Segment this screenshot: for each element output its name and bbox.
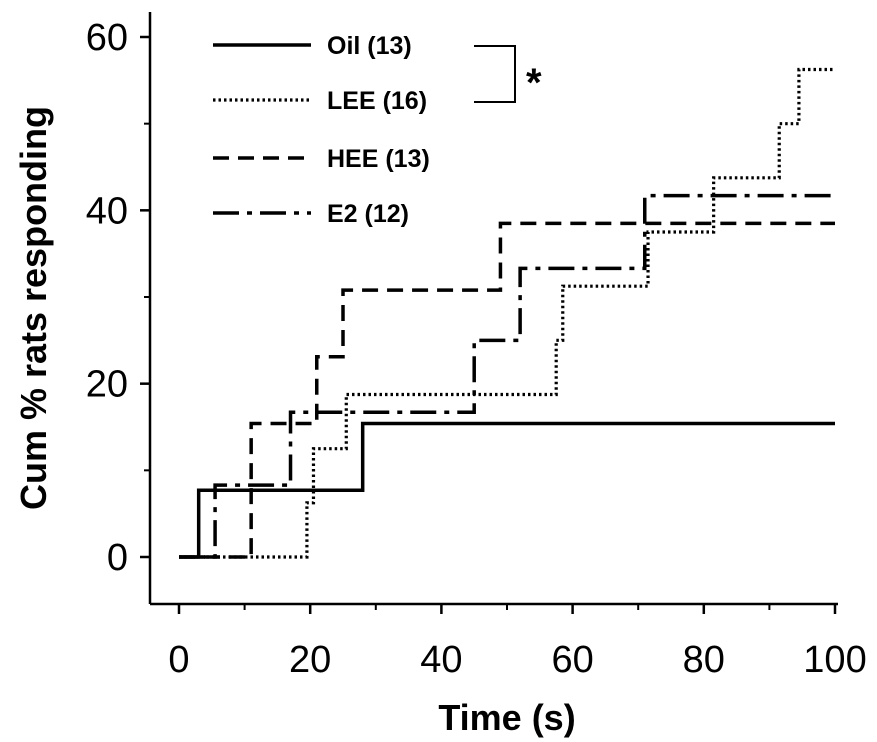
legend-label: Oil (13): [327, 32, 412, 60]
series-line-solid: [179, 421, 835, 559]
legend-label: E2 (12): [327, 200, 409, 228]
x-tick-label: 40: [420, 639, 462, 681]
y-axis-title: Cum % rats responding: [13, 106, 54, 510]
x-tick-label: 20: [289, 639, 331, 681]
series-line-dotted: [179, 67, 835, 559]
significance-star: *: [526, 61, 542, 105]
x-tick-label: 100: [803, 639, 866, 681]
series-line-dashdot: [179, 193, 835, 559]
x-tick-label: 80: [683, 639, 725, 681]
significance-bracket: [474, 45, 516, 103]
y-tick-label: 0: [107, 537, 128, 579]
series-layer: [179, 67, 835, 559]
series-line-dashed: [179, 221, 835, 559]
legend-label: HEE (13): [327, 145, 430, 173]
x-ticks: 0 20 40 60 80 100: [168, 604, 867, 681]
y-tick-label: 40: [86, 190, 128, 232]
y-tick-label: 20: [86, 364, 128, 406]
y-tick-label: 60: [86, 17, 128, 59]
y-ticks: 0 20 40 60: [86, 17, 150, 579]
axes: 0 20 40 60 80 100 0 20 40 60: [86, 12, 867, 681]
legend-label: LEE (16): [327, 87, 427, 115]
x-axis-title: Time (s): [438, 697, 575, 738]
x-tick-label: 0: [168, 639, 189, 681]
legend: Oil (13) LEE (16) HEE (13) E2 (12) *: [213, 32, 542, 228]
x-tick-label: 60: [551, 639, 593, 681]
